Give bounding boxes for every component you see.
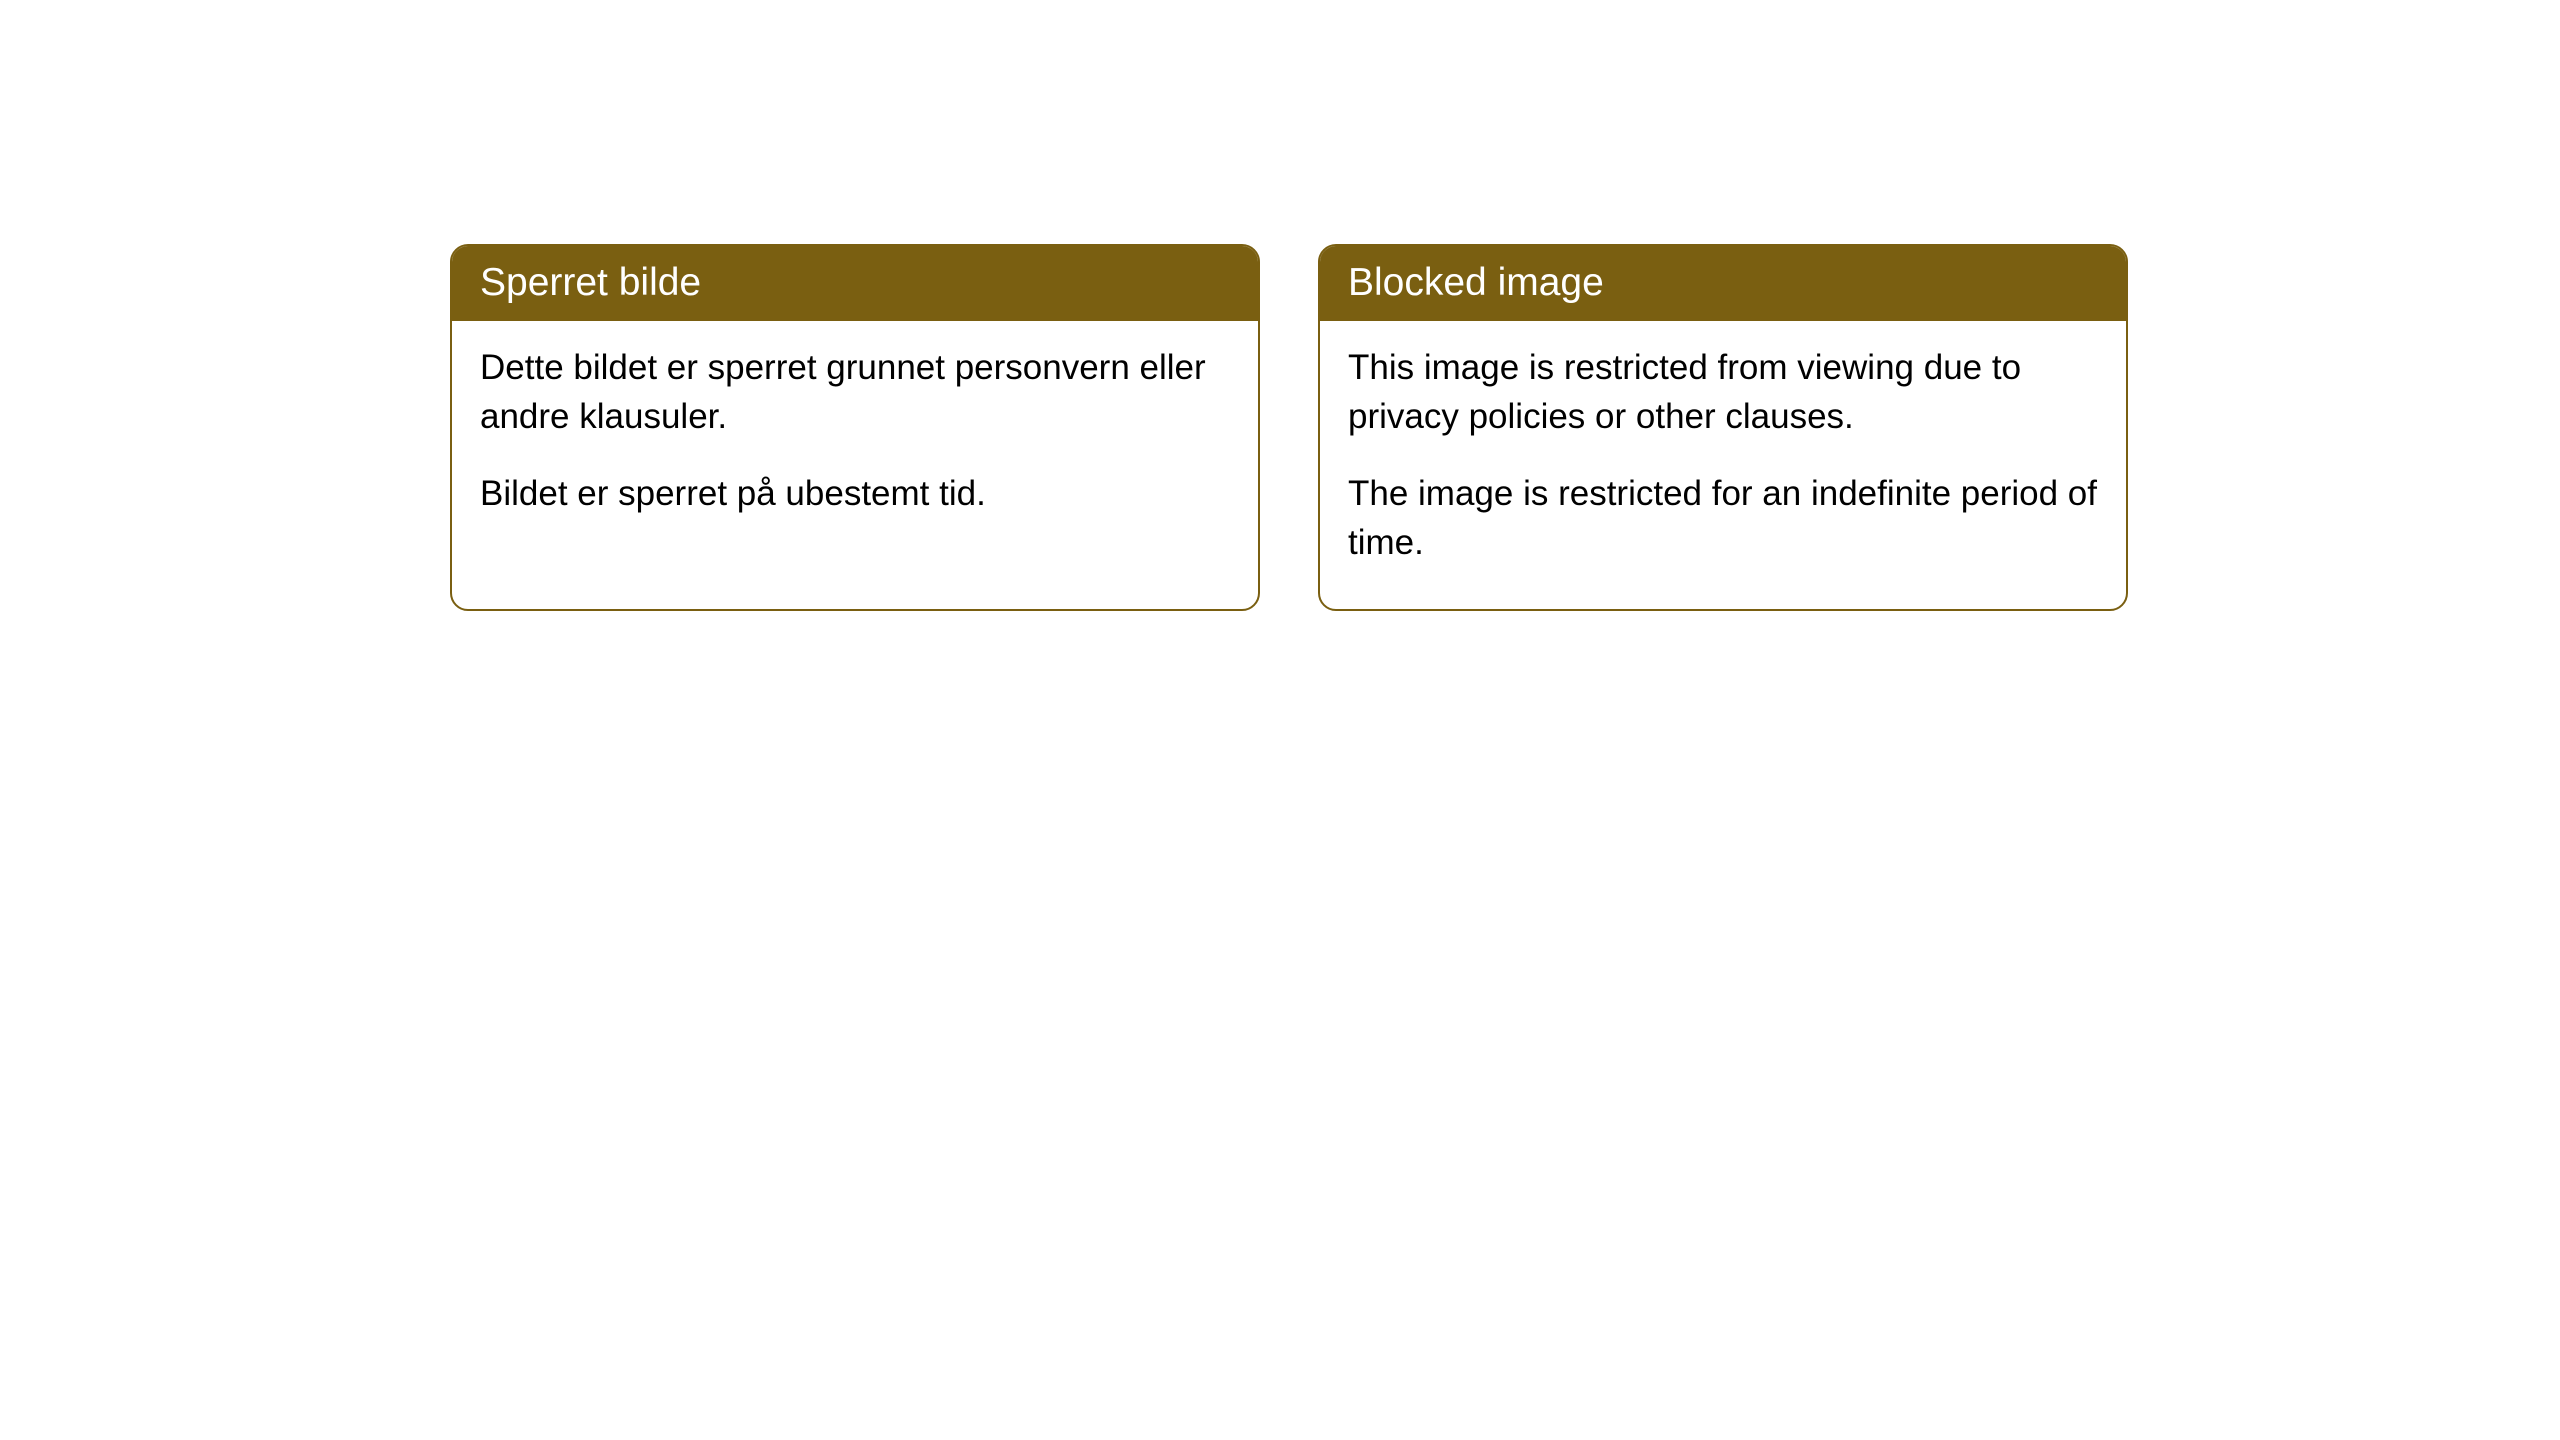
card-paragraph: The image is restricted for an indefinit… bbox=[1348, 469, 2098, 567]
card-paragraph: Bildet er sperret på ubestemt tid. bbox=[480, 469, 1230, 518]
card-header: Sperret bilde bbox=[452, 246, 1258, 321]
card-body: Dette bildet er sperret grunnet personve… bbox=[452, 321, 1258, 560]
notice-card-english: Blocked image This image is restricted f… bbox=[1318, 244, 2128, 611]
card-paragraph: This image is restricted from viewing du… bbox=[1348, 343, 2098, 441]
notice-cards-container: Sperret bilde Dette bildet er sperret gr… bbox=[450, 244, 2128, 611]
card-header: Blocked image bbox=[1320, 246, 2126, 321]
card-title: Blocked image bbox=[1348, 261, 1604, 304]
card-paragraph: Dette bildet er sperret grunnet personve… bbox=[480, 343, 1230, 441]
card-title: Sperret bilde bbox=[480, 261, 701, 304]
notice-card-norwegian: Sperret bilde Dette bildet er sperret gr… bbox=[450, 244, 1260, 611]
card-body: This image is restricted from viewing du… bbox=[1320, 321, 2126, 609]
